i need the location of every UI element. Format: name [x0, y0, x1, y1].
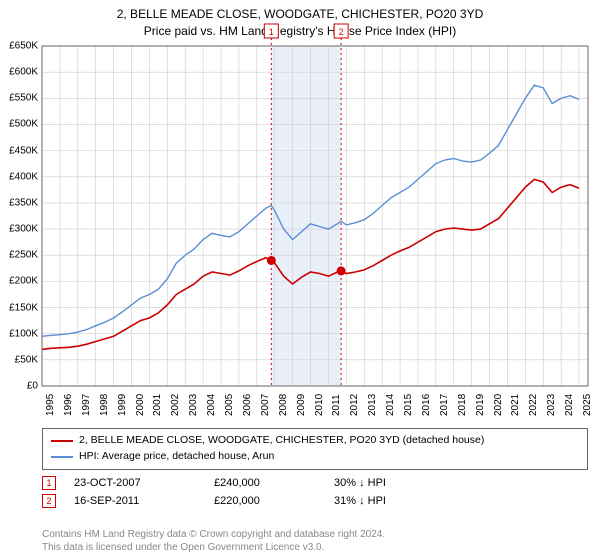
- x-axis-label: 2009: [296, 394, 307, 416]
- y-axis-label: £500K: [0, 119, 38, 130]
- transaction-diff: 31% ↓ HPI: [334, 495, 386, 507]
- footer-attribution: Contains HM Land Registry data © Crown c…: [42, 528, 385, 554]
- x-axis-label: 2021: [510, 394, 521, 416]
- x-axis-label: 1996: [63, 394, 74, 416]
- y-axis-label: £50K: [0, 354, 38, 365]
- y-axis-label: £550K: [0, 93, 38, 104]
- legend-swatch: [51, 440, 73, 442]
- chart-plot-area: 12: [42, 46, 588, 386]
- x-axis-label: 2015: [403, 394, 414, 416]
- x-axis-label: 1995: [45, 394, 56, 416]
- transactions-list: 1 23-OCT-2007 £240,000 30% ↓ HPI 2 16-SE…: [42, 472, 588, 512]
- legend: 2, BELLE MEADE CLOSE, WOODGATE, CHICHEST…: [42, 428, 588, 470]
- svg-text:1: 1: [269, 27, 274, 37]
- x-axis-label: 2012: [349, 394, 360, 416]
- x-axis-label: 2002: [170, 394, 181, 416]
- x-axis-label: 2000: [135, 394, 146, 416]
- x-axis-label: 2024: [564, 394, 575, 416]
- x-axis-label: 1998: [99, 394, 110, 416]
- x-axis-label: 2001: [152, 394, 163, 416]
- x-axis-label: 2020: [493, 394, 504, 416]
- y-axis-label: £300K: [0, 224, 38, 235]
- transaction-row: 1 23-OCT-2007 £240,000 30% ↓ HPI: [42, 476, 588, 490]
- y-axis-label: £250K: [0, 250, 38, 261]
- x-axis-label: 2025: [582, 394, 593, 416]
- y-axis-label: £450K: [0, 145, 38, 156]
- y-axis-label: £350K: [0, 197, 38, 208]
- transaction-marker: 1: [42, 476, 56, 490]
- transaction-diff: 30% ↓ HPI: [334, 477, 386, 489]
- x-axis-label: 2008: [278, 394, 289, 416]
- x-axis-label: 2010: [314, 394, 325, 416]
- y-axis-label: £0: [0, 381, 38, 392]
- x-axis-label: 2004: [206, 394, 217, 416]
- transaction-marker: 2: [42, 494, 56, 508]
- x-axis-label: 2011: [331, 394, 342, 416]
- y-axis-label: £200K: [0, 276, 38, 287]
- x-axis-label: 2017: [439, 394, 450, 416]
- transaction-date: 23-OCT-2007: [74, 477, 214, 489]
- x-axis-label: 2013: [367, 394, 378, 416]
- transaction-price: £220,000: [214, 495, 334, 507]
- x-axis-label: 2016: [421, 394, 432, 416]
- y-axis-label: £150K: [0, 302, 38, 313]
- legend-label: HPI: Average price, detached house, Arun: [79, 449, 274, 465]
- x-axis-label: 2007: [260, 394, 271, 416]
- x-axis-label: 2023: [546, 394, 557, 416]
- x-axis-label: 2006: [242, 394, 253, 416]
- transaction-date: 16-SEP-2011: [74, 495, 214, 507]
- transaction-row: 2 16-SEP-2011 £220,000 31% ↓ HPI: [42, 494, 588, 508]
- title-line-1: 2, BELLE MEADE CLOSE, WOODGATE, CHICHEST…: [0, 6, 600, 23]
- x-axis-label: 1997: [81, 394, 92, 416]
- legend-item: HPI: Average price, detached house, Arun: [51, 449, 579, 465]
- footer-line-1: Contains HM Land Registry data © Crown c…: [42, 528, 385, 541]
- y-axis-label: £400K: [0, 171, 38, 182]
- x-axis-label: 2005: [224, 394, 235, 416]
- legend-item: 2, BELLE MEADE CLOSE, WOODGATE, CHICHEST…: [51, 433, 579, 449]
- x-axis-label: 1999: [117, 394, 128, 416]
- y-axis-label: £650K: [0, 41, 38, 52]
- x-axis-label: 2014: [385, 394, 396, 416]
- y-axis-label: £100K: [0, 328, 38, 339]
- legend-label: 2, BELLE MEADE CLOSE, WOODGATE, CHICHEST…: [79, 433, 484, 449]
- x-axis-label: 2019: [475, 394, 486, 416]
- transaction-price: £240,000: [214, 477, 334, 489]
- title-line-2: Price paid vs. HM Land Registry's House …: [0, 23, 600, 40]
- chart-title: 2, BELLE MEADE CLOSE, WOODGATE, CHICHEST…: [0, 0, 600, 42]
- x-axis-label: 2018: [457, 394, 468, 416]
- legend-swatch: [51, 456, 73, 458]
- footer-line-2: This data is licensed under the Open Gov…: [42, 541, 385, 554]
- y-axis-label: £600K: [0, 67, 38, 78]
- x-axis-label: 2003: [188, 394, 199, 416]
- x-axis-label: 2022: [528, 394, 539, 416]
- svg-text:2: 2: [339, 27, 344, 37]
